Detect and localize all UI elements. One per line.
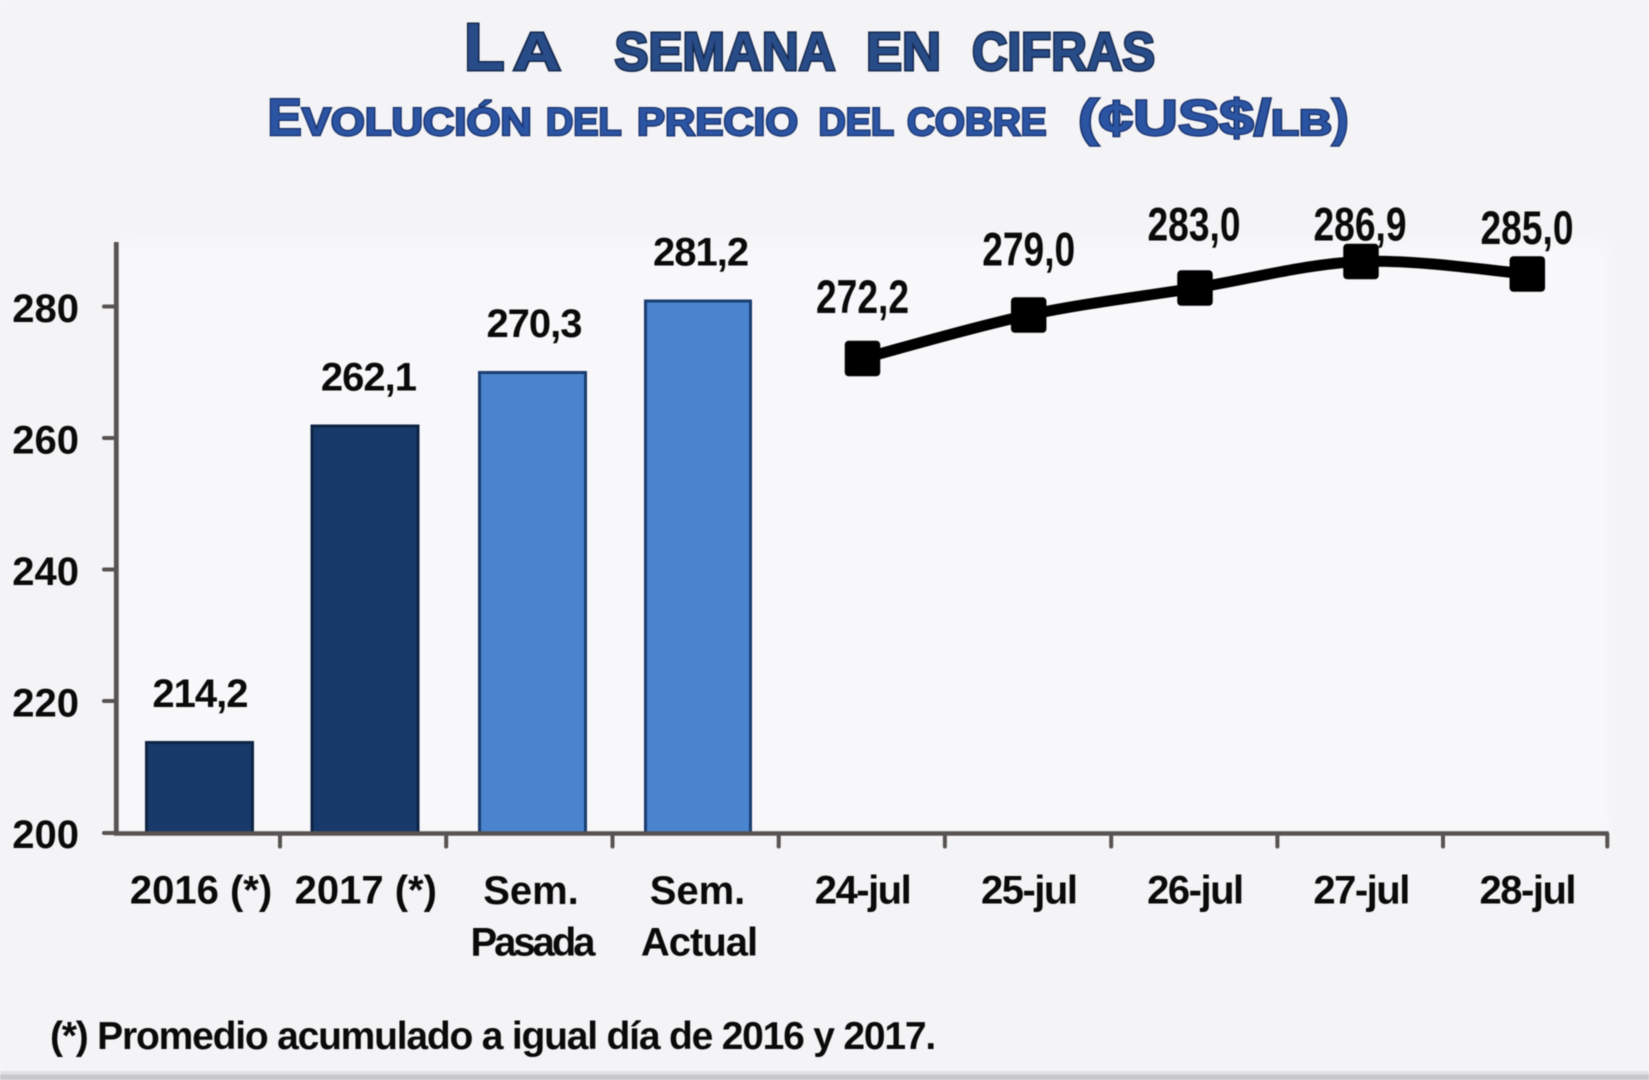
svg-text:Sem.: Sem. (483, 869, 579, 913)
svg-text:283,0: 283,0 (1148, 198, 1241, 251)
svg-text:281,2: 281,2 (653, 231, 748, 275)
svg-text:Pasada: Pasada (470, 921, 596, 965)
svg-text:260: 260 (12, 419, 79, 463)
svg-text:286,9: 286,9 (1314, 198, 1407, 251)
svg-text:27-jul: 27-jul (1313, 869, 1408, 913)
svg-text:214,2: 214,2 (152, 672, 247, 716)
svg-text:28-jul: 28-jul (1480, 869, 1575, 913)
svg-text:24-jul: 24-jul (815, 869, 910, 913)
svg-text:262,1: 262,1 (321, 356, 417, 400)
svg-text:200: 200 (12, 813, 79, 857)
svg-text:270,3: 270,3 (486, 302, 581, 346)
svg-text:26-jul: 26-jul (1147, 869, 1242, 913)
svg-text:279,0: 279,0 (982, 223, 1075, 276)
svg-text:280: 280 (12, 287, 79, 331)
svg-text:220: 220 (12, 682, 79, 726)
svg-text:Sem.: Sem. (650, 869, 746, 913)
svg-text:285,0: 285,0 (1481, 201, 1574, 254)
svg-text:272,2: 272,2 (816, 270, 909, 323)
svg-text:2017 (*): 2017 (*) (295, 869, 437, 913)
svg-text:240: 240 (12, 550, 79, 594)
svg-text:Actual: Actual (641, 921, 757, 965)
svg-text:(*) Promedio acumulado a igual: (*) Promedio acumulado a igual día de 20… (50, 1015, 935, 1058)
svg-text:25-jul: 25-jul (981, 869, 1076, 913)
svg-text:2016 (*): 2016 (*) (130, 869, 272, 913)
